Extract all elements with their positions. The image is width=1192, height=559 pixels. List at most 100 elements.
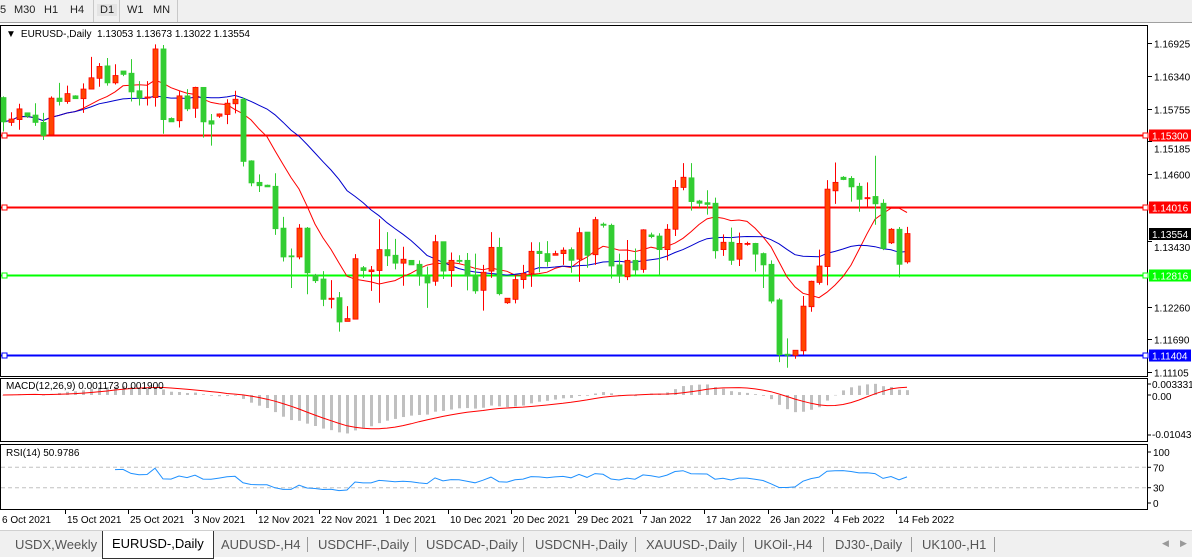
price-tick-label: 1.16925 — [1154, 40, 1191, 51]
candle-body — [184, 95, 191, 110]
candle-bullish — [432, 234, 439, 286]
candle-body — [304, 227, 311, 274]
tab-xauusd-daily[interactable]: XAUUSD-,Daily — [646, 537, 738, 552]
rsi-panel-frame — [0, 444, 1148, 510]
scroll-left-icon[interactable]: ◀ — [1162, 538, 1169, 548]
macd-bar — [634, 395, 637, 397]
candle-body — [480, 271, 487, 291]
candle-bearish — [320, 271, 327, 307]
rsi-axis-label: 30 — [1153, 484, 1165, 495]
macd-bar — [338, 395, 341, 433]
candle-body — [512, 279, 519, 300]
candle-body — [616, 264, 623, 277]
rsi-axis-label: 70 — [1153, 463, 1165, 474]
candle-body — [608, 224, 615, 267]
date-label: 7 Jan 2022 — [642, 515, 692, 526]
tab-eurusd-daily[interactable]: EURUSD-,Daily — [102, 531, 214, 559]
date-label: 12 Nov 2021 — [258, 515, 315, 526]
level-anchor-icon — [1, 132, 8, 139]
candle-body — [336, 297, 343, 323]
candle-bearish — [856, 182, 863, 212]
candle-bearish — [752, 242, 759, 272]
candle-bullish — [664, 224, 671, 261]
collapse-triangle-icon[interactable]: ▼ — [6, 29, 16, 40]
candle-body — [296, 227, 303, 258]
candle-bearish — [120, 70, 127, 77]
macd-bar — [458, 395, 461, 409]
tab-uk100-h1[interactable]: UK100-,H1 — [922, 537, 987, 552]
tab-usdx-weekly[interactable]: USDX,Weekly — [15, 537, 98, 552]
macd-bar — [802, 395, 805, 412]
candle-body — [784, 353, 791, 356]
macd-bar — [602, 392, 605, 395]
candle-body — [408, 259, 415, 266]
tab-ukoil-h4[interactable]: UKOil-,H4 — [754, 537, 813, 552]
candle-bearish — [464, 253, 471, 291]
timeframe-mn[interactable]: MN — [153, 4, 171, 16]
timeframe-m30[interactable]: M30 — [14, 4, 36, 16]
candle-bullish — [8, 112, 15, 126]
candle-bearish — [840, 176, 847, 181]
candle-bearish — [200, 86, 207, 138]
macd-bar — [426, 395, 429, 415]
candle-bullish — [504, 297, 511, 304]
macd-bar — [242, 395, 245, 399]
candle-bearish — [712, 197, 719, 259]
candle-bullish — [864, 182, 871, 208]
candle-bullish — [96, 63, 103, 87]
candle-bearish — [256, 174, 263, 192]
candle-bullish — [792, 349, 799, 359]
candle-body — [64, 93, 71, 102]
candle-body — [888, 228, 895, 244]
candle-bullish — [744, 241, 751, 246]
candle-bearish — [776, 298, 783, 363]
candle-bearish — [56, 82, 63, 106]
macd-bar — [898, 389, 901, 395]
timeframe-w1[interactable]: W1 — [127, 4, 144, 16]
candle-bearish — [872, 155, 879, 225]
timeframe-h4[interactable]: H4 — [70, 4, 85, 16]
candle-bearish — [208, 113, 215, 146]
timeframe-d1[interactable]: D1 — [97, 4, 118, 16]
timeframe-m5[interactable]: 5 — [0, 4, 7, 16]
macd-bar — [378, 395, 381, 424]
tab-usdcnh-daily[interactable]: USDCNH-,Daily — [535, 537, 628, 552]
candle-body — [448, 259, 455, 271]
macd-bar — [146, 388, 149, 395]
toolbar-separator — [119, 0, 120, 22]
tab-usdchf-daily[interactable]: USDCHF-,Daily — [318, 537, 409, 552]
macd-bar — [66, 391, 69, 395]
candle-body — [200, 86, 207, 123]
macd-bar — [258, 395, 261, 406]
candle-bullish — [736, 232, 743, 267]
candle-bullish — [640, 229, 647, 273]
macd-bar — [754, 394, 757, 395]
candle-bearish — [472, 253, 479, 294]
candle-body — [160, 48, 167, 120]
candle-bullish — [680, 163, 687, 191]
tab-dj30-daily[interactable]: DJ30-,Daily — [835, 537, 903, 552]
candle-bearish — [384, 232, 391, 267]
candle-bullish — [232, 90, 239, 114]
candle-bearish — [880, 199, 887, 251]
candle-body — [816, 265, 823, 283]
date-axis: 6 Oct 2021 15 Oct 2021 25 Oct 2021 3 Nov… — [0, 512, 1192, 528]
timeframe-h1[interactable]: H1 — [44, 4, 59, 16]
candle-bullish — [144, 81, 151, 106]
tab-usdcad-daily[interactable]: USDCAD-,Daily — [426, 537, 518, 552]
candle-bullish — [192, 86, 199, 118]
candle-bearish — [688, 163, 695, 211]
candle-body — [80, 88, 87, 100]
candle-body — [624, 259, 631, 278]
candle-bearish — [272, 173, 279, 235]
macd-bar — [250, 395, 253, 403]
candle-bearish — [184, 89, 191, 112]
tab-separator — [415, 537, 416, 552]
price-tick-label: 1.16340 — [1154, 73, 1191, 84]
tab-audusd-h4[interactable]: AUDUSD-,H4 — [221, 537, 301, 552]
macd-bar — [210, 395, 213, 396]
scroll-right-icon[interactable]: ▶ — [1180, 538, 1187, 548]
candle-body — [320, 278, 327, 300]
